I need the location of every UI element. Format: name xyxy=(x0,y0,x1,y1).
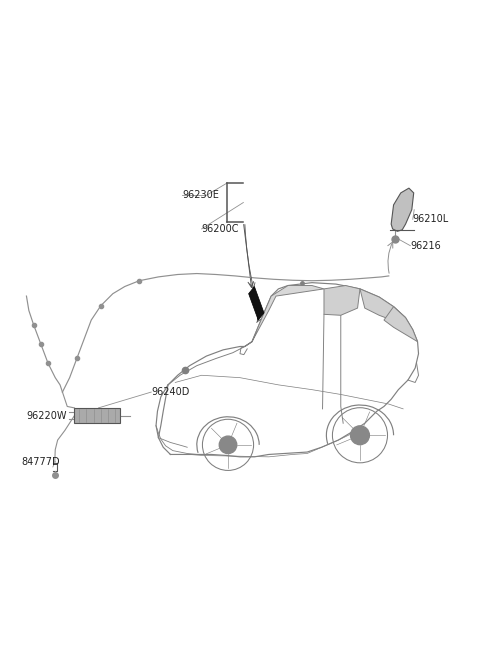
Text: 84777D: 84777D xyxy=(22,457,60,466)
Text: 96210L: 96210L xyxy=(413,215,449,224)
Text: 96240D: 96240D xyxy=(151,387,190,397)
Polygon shape xyxy=(245,285,324,346)
Polygon shape xyxy=(384,306,418,342)
Text: 96230E: 96230E xyxy=(182,190,219,200)
Polygon shape xyxy=(360,289,406,323)
Polygon shape xyxy=(324,285,360,316)
FancyBboxPatch shape xyxy=(74,408,120,423)
Polygon shape xyxy=(391,188,414,232)
Circle shape xyxy=(350,426,370,445)
Text: 96216: 96216 xyxy=(410,241,441,251)
Polygon shape xyxy=(249,287,264,320)
Text: 96200C: 96200C xyxy=(202,224,239,234)
Circle shape xyxy=(219,436,237,453)
Text: 96220W: 96220W xyxy=(26,411,67,421)
